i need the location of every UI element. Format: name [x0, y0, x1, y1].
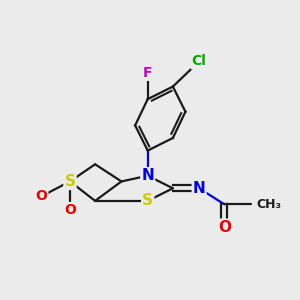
- Text: CH₃: CH₃: [256, 198, 281, 211]
- Text: S: S: [64, 174, 76, 189]
- Text: F: F: [143, 66, 152, 80]
- Text: O: O: [218, 220, 231, 235]
- Text: S: S: [142, 194, 153, 208]
- Text: N: N: [193, 181, 206, 196]
- Text: O: O: [64, 203, 76, 217]
- Text: Cl: Cl: [192, 54, 207, 68]
- Text: O: O: [35, 189, 47, 203]
- Text: N: N: [141, 168, 154, 183]
